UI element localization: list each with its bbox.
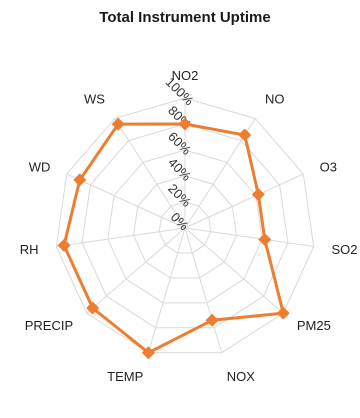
data-point-marker: [111, 117, 125, 131]
category-label: NOX: [227, 369, 256, 384]
data-point-marker: [205, 313, 219, 327]
data-point-marker: [86, 301, 100, 315]
category-label: SO2: [331, 242, 357, 257]
data-point-marker: [73, 173, 87, 187]
data-point-marker: [238, 128, 252, 142]
tick-label: 60%: [165, 129, 194, 158]
category-label: PRECIP: [25, 318, 73, 333]
category-label: O3: [320, 160, 337, 175]
grid-ring: [158, 201, 212, 254]
grid-spoke: [147, 227, 186, 353]
data-point-marker: [276, 306, 290, 320]
data-point-marker: [178, 117, 192, 131]
grid-spoke: [184, 227, 223, 353]
grid-ring: [55, 97, 315, 354]
tick-label: 80%: [165, 103, 194, 132]
tick-label: 40%: [165, 155, 194, 184]
category-label: PM25: [297, 318, 331, 333]
data-point-marker: [258, 232, 272, 246]
series-line: [62, 122, 285, 355]
data-point-marker: [141, 346, 155, 360]
category-label: NO2: [172, 68, 199, 83]
grid-spoke: [184, 227, 314, 247]
radar-grid: [55, 97, 315, 354]
grid-spoke: [114, 118, 186, 229]
grid-ring: [107, 149, 263, 304]
grid-spoke: [184, 173, 304, 229]
grid-spoke: [86, 227, 186, 314]
series-layer: [57, 117, 290, 360]
data-point-marker: [251, 188, 265, 202]
category-label: NO: [265, 91, 285, 106]
category-label: RH: [20, 242, 39, 257]
chart-title: Total Instrument Uptime: [99, 9, 270, 26]
category-label: WD: [29, 160, 51, 175]
category-label: TEMP: [107, 369, 143, 384]
category-labels: NO2 NO O3 SO2 PM25 NOX TEMP PRECIP RH WD WS: [20, 68, 358, 384]
grid-spoke: [66, 173, 186, 229]
data-point-marker: [57, 238, 71, 252]
category-label: WS: [84, 91, 105, 106]
grid-ring: [81, 123, 289, 329]
grid-ring: [133, 175, 237, 279]
tick-label: 20%: [165, 181, 194, 210]
grid-spoke: [56, 227, 186, 247]
grid-spoke: [184, 227, 284, 314]
